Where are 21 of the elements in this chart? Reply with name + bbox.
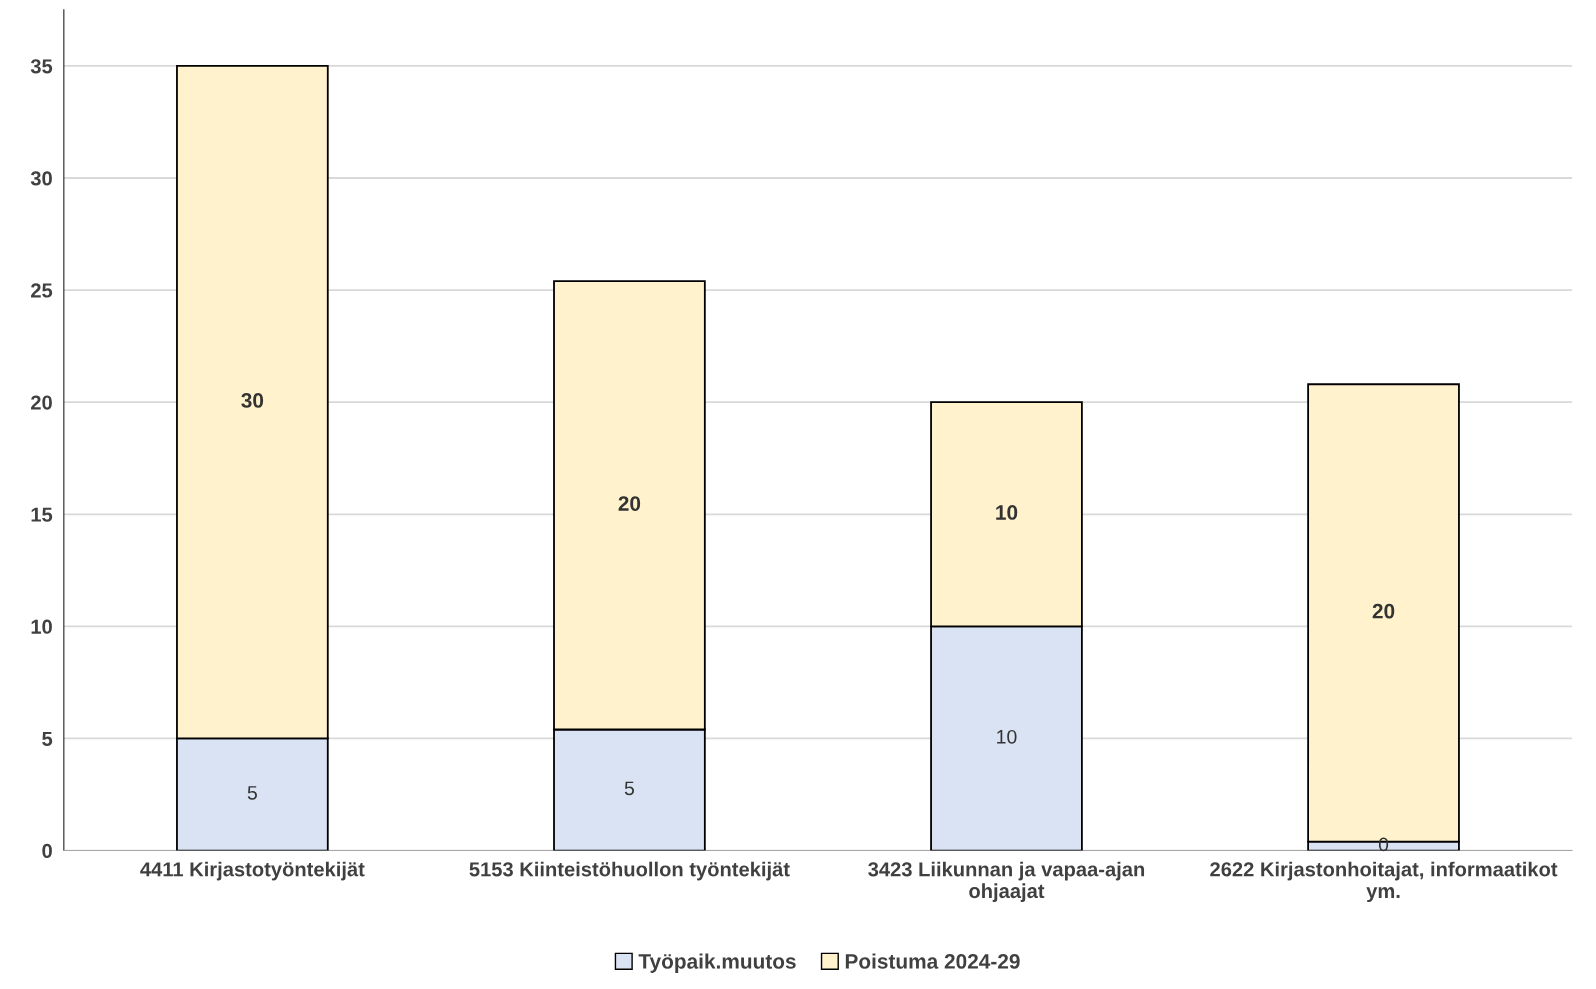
legend-label: Työpaik.muutos [638,953,796,973]
x-tick-label: 2622 Kirjastonhoitajat, informaatikot ym. [1210,861,1558,903]
legend-label: Poistuma 2024-29 [845,953,1020,969]
x-tick-label: 5153 Kiinteistöhuollon työntekijät [469,861,790,881]
data-label: 20 [618,496,641,511]
y-tick-label: 30 [30,171,52,186]
x-tick-label: 3423 Liikunnan ja vapaa-ajan ohjaajat [868,861,1145,903]
x-tick-label: 4411 Kirjastotyöntekijät [140,861,365,881]
data-label: 20 [1372,603,1395,619]
data-label: 5 [247,786,257,800]
y-tick-label: 5 [42,731,53,746]
y-tick-label: 35 [30,59,53,74]
y-tick-label: 15 [31,507,53,522]
data-label: 10 [996,505,1018,520]
y-tick-label: 25 [31,283,53,298]
data-label: 30 [241,393,264,408]
data-label: 10 [997,729,1017,744]
y-tick-label: 20 [31,395,52,410]
y-tick-label: 0 [42,843,52,859]
data-label: 5 [624,781,635,796]
y-tick-label: 10 [31,619,52,634]
